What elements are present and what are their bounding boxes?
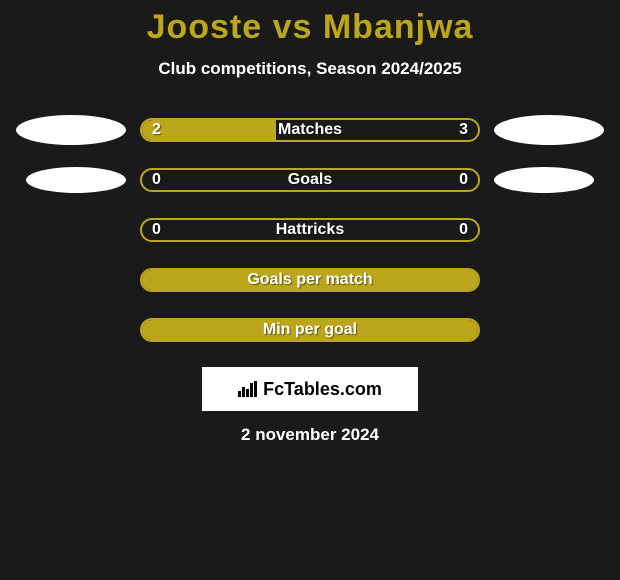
stat-row-hattricks: 0 Hattricks 0 [0,217,620,243]
stat-bar: 0 Goals 0 [140,168,480,192]
chart-icon [238,381,257,397]
spacer [16,315,126,345]
stat-label: Goals [172,171,448,189]
date-label: 2 november 2024 [0,425,620,445]
stat-left-value: 0 [152,221,172,239]
stat-label: Goals per match [142,271,478,289]
stat-left-value: 0 [152,171,172,189]
stat-label: Min per goal [142,321,478,339]
stat-right-value: 0 [448,171,468,189]
stat-row-goals: 0 Goals 0 [0,167,620,193]
spacer [494,215,604,245]
stat-row-min-per-goal: Min per goal [0,317,620,343]
player-left-marker [16,115,126,145]
stat-bar: Goals per match [140,268,480,292]
spacer [16,215,126,245]
player-right-marker [494,167,594,193]
stat-bar: 0 Hattricks 0 [140,218,480,242]
stat-bar: 2 Matches 3 [140,118,480,142]
stat-right-value: 3 [448,121,468,139]
spacer [494,265,604,295]
stat-row-goals-per-match: Goals per match [0,267,620,293]
stat-label: Hattricks [172,221,448,239]
stat-bar: Min per goal [140,318,480,342]
spacer [16,265,126,295]
stat-row-matches: 2 Matches 3 [0,117,620,143]
stat-label: Matches [172,121,448,139]
source-badge[interactable]: FcTables.com [202,367,418,411]
comparison-widget: Jooste vs Mbanjwa Club competitions, Sea… [0,0,620,445]
spacer [494,315,604,345]
player-right-marker [494,115,604,145]
player-left-marker [26,167,126,193]
page-title: Jooste vs Mbanjwa [0,8,620,47]
stat-left-value: 2 [152,121,172,139]
page-subtitle: Club competitions, Season 2024/2025 [0,59,620,79]
badge-text: FcTables.com [263,379,382,400]
stat-right-value: 0 [448,221,468,239]
badge-label: FcTables.com [238,379,382,400]
